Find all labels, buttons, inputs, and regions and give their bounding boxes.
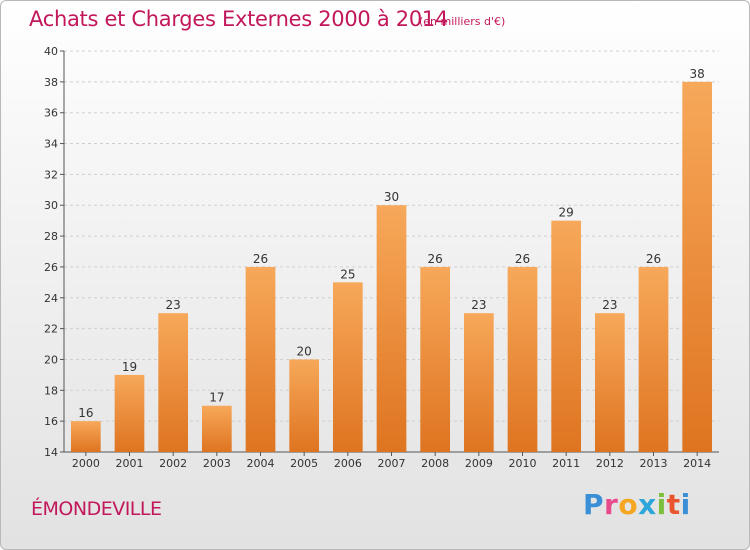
bar-2013 <box>638 266 669 452</box>
bar-value-label: 26 <box>646 252 661 266</box>
bar-2014 <box>682 81 713 452</box>
logo-letter: i <box>680 488 691 521</box>
bar-value-label: 23 <box>471 298 486 312</box>
x-tick-label: 2000 <box>72 457 100 470</box>
y-tick-label: 36 <box>44 107 58 120</box>
bar-value-label: 23 <box>166 298 181 312</box>
logo-letter: t <box>666 488 681 521</box>
x-tick-label: 2004 <box>247 457 275 470</box>
bar-value-label: 20 <box>297 344 312 358</box>
bar-2006 <box>332 282 363 452</box>
bars <box>70 81 713 452</box>
x-tick-label: 2003 <box>203 457 231 470</box>
y-tick-label: 30 <box>44 199 58 212</box>
bar-2008 <box>420 266 451 452</box>
bar-2005 <box>289 359 320 452</box>
bar-value-label: 17 <box>209 391 224 405</box>
logo-letter: x <box>638 488 657 521</box>
y-tick-label: 28 <box>44 230 58 243</box>
x-tick-label: 2002 <box>159 457 187 470</box>
bar-2011 <box>551 220 582 452</box>
bar-value-label: 38 <box>690 67 705 81</box>
bar-2004 <box>245 266 276 452</box>
bar-2010 <box>507 266 538 452</box>
bar-value-label: 26 <box>515 252 530 266</box>
y-tick-label: 40 <box>44 45 58 58</box>
x-tick-label: 2007 <box>378 457 406 470</box>
y-tick-label: 24 <box>44 292 58 305</box>
bar-value-label: 16 <box>78 406 93 420</box>
x-tick-label: 2010 <box>509 457 537 470</box>
x-tick-label: 2001 <box>116 457 144 470</box>
bar-2007 <box>376 205 407 452</box>
x-tick-label: 2008 <box>421 457 449 470</box>
logo-letter: P <box>583 488 605 521</box>
x-tick-label: 2005 <box>290 457 318 470</box>
chart-subtitle: (en milliers d'€) <box>419 15 506 28</box>
bar-2003 <box>201 405 232 452</box>
y-tick-label: 20 <box>44 353 58 366</box>
bar-2012 <box>594 313 625 452</box>
x-tick-label: 2013 <box>640 457 668 470</box>
commune-name: ÉMONDEVILLE <box>31 498 162 520</box>
y-tick-label: 16 <box>44 415 58 428</box>
bar-value-label: 30 <box>384 190 399 204</box>
x-tick-label: 2012 <box>596 457 624 470</box>
y-tick-label: 22 <box>44 323 58 336</box>
bar-value-label: 23 <box>602 298 617 312</box>
bar-value-label: 26 <box>428 252 443 266</box>
bar-2000 <box>70 421 101 452</box>
logo-letter: o <box>618 488 639 521</box>
bar-value-labels: 16 19 23 17 26 20 25 30 26 23 26 29 23 26 38 <box>78 67 705 420</box>
x-tick-label: 2006 <box>334 457 362 470</box>
x-tick-label: 2009 <box>465 457 493 470</box>
x-tick-label: 2014 <box>683 457 711 470</box>
bar-value-label: 25 <box>340 267 355 281</box>
y-tick-label: 14 <box>44 446 58 459</box>
bar-value-label: 29 <box>559 206 574 220</box>
bar-value-label: 19 <box>122 360 137 374</box>
y-tick-label: 18 <box>44 384 58 397</box>
logo-letter: i <box>656 488 667 521</box>
bar-value-label: 26 <box>253 252 268 266</box>
x-tick-label: 2011 <box>552 457 580 470</box>
chart-title: Achats et Charges Externes 2000 à 2014 <box>29 7 449 31</box>
bar-2009 <box>463 313 494 452</box>
x-tick-labels: 2000 2001 2002 2003 2004 2005 2006 2007 2008 2009… <box>72 457 711 470</box>
proxiti-logo: Proxiti <box>583 488 691 521</box>
bar-2002 <box>158 313 189 452</box>
logo-letter: r <box>604 488 619 521</box>
y-tick-label: 32 <box>44 168 58 181</box>
y-tick-label: 26 <box>44 261 58 274</box>
y-tick-label: 38 <box>44 76 58 89</box>
y-tick-label: 34 <box>44 138 58 151</box>
y-tick-labels: 14 16 18 20 22 24 26 28 30 32 34 36 38 40 <box>44 45 58 459</box>
bar-2001 <box>114 374 145 452</box>
